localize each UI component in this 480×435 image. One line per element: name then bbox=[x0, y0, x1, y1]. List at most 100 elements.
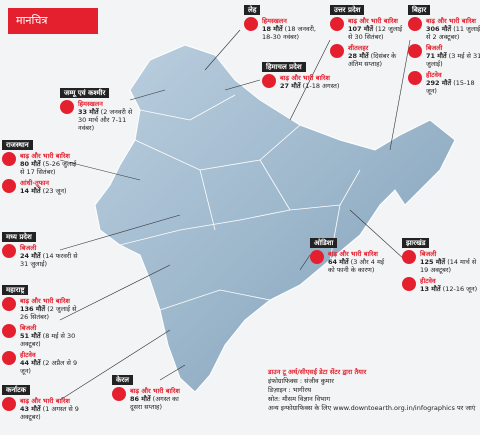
hazard-item: बाढ़ और भारी बारिश 86 मौतें (अगस्त का दूस… bbox=[112, 387, 190, 411]
hazard-type: बिजली bbox=[20, 244, 37, 252]
hazard-icon bbox=[330, 44, 344, 58]
credit-line: डाउन टू अर्थ/सीएसई डेटा सेंटर द्वारा तैय… bbox=[268, 368, 367, 376]
period: (11 जुलाई से 2 अक्टूबर) bbox=[426, 25, 480, 41]
period: (18 जनवरी, 18-30 नवंबर) bbox=[262, 25, 316, 41]
death-count: 24 मौतें bbox=[20, 252, 41, 260]
hazard-item: बाढ़ और भारी बारिश 43 मौतें (1 अगस्त से 9… bbox=[2, 397, 80, 421]
period: (1-18 अगस्त) bbox=[302, 82, 340, 90]
hazard-type: बाढ़ और भारी बारिश bbox=[280, 74, 330, 82]
state-name: उत्तर प्रदेश bbox=[330, 5, 365, 15]
state-name: लेह bbox=[244, 5, 261, 15]
hazard-item: शीतलहर 28 मौतें (दिसंबर के अंतिम सप्ताह) bbox=[330, 44, 408, 68]
hazard-type: हिमस्खलन bbox=[262, 17, 287, 25]
hazard-type: बाढ़ और भारी बारिश bbox=[20, 297, 70, 305]
credit-line: स्रोत: मौसम विज्ञान विभाग bbox=[268, 395, 331, 403]
death-count: 51 मौतें bbox=[20, 332, 41, 340]
period: (15-18 जून) bbox=[426, 79, 475, 95]
region-callout: लेह हिमस्खलन 18 मौतें (18 जनवरी, 18-30 नवं… bbox=[244, 5, 322, 44]
death-count: 27 मौतें bbox=[280, 82, 301, 90]
state-name: मध्य प्रदेश bbox=[2, 232, 36, 242]
hazard-icon bbox=[402, 277, 416, 291]
hazard-item: हीटवेव 13 मौतें (12-16 जून) bbox=[402, 277, 480, 293]
state-name: जम्मू एवं कश्मीर bbox=[60, 88, 110, 98]
credit-line: अन्य इन्फोग्राफिक्स के लिए www.downtoear… bbox=[268, 404, 476, 412]
hazard-item: हीटवेव 44 मौतें (2 अप्रैल से 9 जून) bbox=[2, 351, 80, 375]
death-count: 33 मौतें bbox=[78, 108, 99, 116]
death-count: 107 मौतें bbox=[348, 25, 374, 33]
hazard-item: हिमस्खलन 18 मौतें (18 जनवरी, 18-30 नवंबर) bbox=[244, 17, 322, 41]
hazard-item: बाढ़ और भारी बारिश 136 मौतें (2 जुलाई से … bbox=[2, 297, 80, 321]
death-count: 64 मौतें bbox=[328, 258, 349, 266]
period: (5-26 जुलाई से 17 सितंबर) bbox=[20, 160, 77, 176]
death-count: 28 मौतें bbox=[348, 52, 369, 60]
hazard-icon bbox=[2, 297, 16, 311]
period: (23 जून) bbox=[42, 187, 67, 195]
hazard-item: बाढ़ और भारी बारिश 27 मौतें (1-18 अगस्त) bbox=[262, 74, 340, 90]
hazard-type: हीटवेव bbox=[20, 351, 36, 359]
hazard-type: हीटवेव bbox=[426, 71, 442, 79]
hazard-icon bbox=[310, 250, 324, 264]
region-callout: झारखंड बिजली 125 मौतें (14 मार्च से 19 अक्… bbox=[402, 238, 480, 296]
hazard-icon bbox=[2, 351, 16, 365]
hazard-icon bbox=[60, 100, 74, 114]
hazard-icon bbox=[2, 152, 16, 166]
hazard-type: हीटवेव bbox=[420, 277, 436, 285]
period: (2 जनवरी से 30 मार्च और 7-11 नवंबर) bbox=[78, 108, 133, 132]
hazard-type: बाढ़ और भारी बारिश bbox=[426, 17, 476, 25]
region-callout: ओडिशा बाढ़ और भारी बारिश 64 मौतें (3 और 4 … bbox=[310, 238, 388, 277]
hazard-item: बिजली 125 मौतें (14 मार्च से 19 अक्टूबर) bbox=[402, 250, 480, 274]
state-name: राजस्थान bbox=[2, 140, 33, 150]
hazard-type: बिजली bbox=[20, 324, 37, 332]
region-callout: केरल बाढ़ और भारी बारिश 86 मौतें (अगस्त का… bbox=[112, 375, 190, 414]
hazard-icon bbox=[330, 17, 344, 31]
hazard-icon bbox=[2, 324, 16, 338]
hazard-type: बाढ़ और भारी बारिश bbox=[20, 397, 70, 405]
country-shape bbox=[94, 44, 456, 393]
state-name: बिहार bbox=[408, 5, 431, 15]
period: (12 जुलाई से 30 सितंबर) bbox=[348, 25, 403, 41]
state-name: ओडिशा bbox=[310, 238, 338, 248]
period: (14 फरवरी से 31 जुलाई) bbox=[20, 252, 78, 268]
region-callout: जम्मू एवं कश्मीर हिमस्खलन 33 मौतें (2 जनवर… bbox=[60, 88, 138, 135]
death-count: 292 मौतें bbox=[426, 79, 452, 87]
region-callout: महाराष्ट्र बाढ़ और भारी बारिश 136 मौतें (2… bbox=[2, 285, 80, 378]
death-count: 44 मौतें bbox=[20, 359, 41, 367]
hazard-icon bbox=[408, 71, 422, 85]
hazard-type: बाढ़ और भारी बारिश bbox=[328, 250, 378, 258]
state-name: केरल bbox=[112, 375, 133, 385]
region-callout: बिहार बाढ़ और भारी बारिश 306 मौतें (11 जुल… bbox=[408, 5, 480, 98]
death-count: 86 मौतें bbox=[130, 395, 151, 403]
hazard-item: बाढ़ और भारी बारिश 64 मौतें (3 और 4 मई को… bbox=[310, 250, 388, 274]
hazard-icon bbox=[2, 397, 16, 411]
death-count: 71 मौतें bbox=[426, 52, 447, 60]
hazard-type: हिमस्खलन bbox=[78, 100, 103, 108]
state-name: झारखंड bbox=[402, 238, 430, 248]
credit-line: इंफोग्राफिक्स : संजीव कुमार bbox=[268, 377, 334, 385]
region-callout: मध्य प्रदेश बिजली 24 मौतें (14 फरवरी से 31… bbox=[2, 232, 80, 271]
period: (दिसंबर के अंतिम सप्ताह) bbox=[348, 52, 397, 68]
hazard-icon bbox=[112, 387, 126, 401]
hazard-item: बिजली 71 मौतें (3 मई से 31 जुलाई) bbox=[408, 44, 480, 68]
hazard-icon bbox=[408, 44, 422, 58]
hazard-icon bbox=[408, 17, 422, 31]
region-callout: हिमाचल प्रदेश बाढ़ और भारी बारिश 27 मौतें … bbox=[262, 62, 340, 93]
state-name: कर्नाटक bbox=[2, 385, 30, 395]
hazard-type: बाढ़ और भारी बारिश bbox=[130, 387, 180, 395]
period: (अगस्त का दूसरा सप्ताह) bbox=[130, 395, 179, 411]
period: (1 अगस्त से 9 अक्टूबर) bbox=[20, 405, 79, 421]
hazard-type: बाढ़ और भारी बारिश bbox=[348, 17, 398, 25]
hazard-item: बाढ़ और भारी बारिश 107 मौतें (12 जुलाई से… bbox=[330, 17, 408, 41]
hazard-item: बिजली 51 मौतें (8 मई से 30 अक्टूबर) bbox=[2, 324, 80, 348]
period: (3 मई से 31 जुलाई) bbox=[426, 52, 480, 68]
leader-lines bbox=[59, 29, 411, 401]
death-count: 18 मौतें bbox=[262, 25, 283, 33]
hazard-item: हिमस्खलन 33 मौतें (2 जनवरी से 30 मार्च और… bbox=[60, 100, 138, 132]
state-name: हिमाचल प्रदेश bbox=[262, 62, 306, 72]
hazard-type: बिजली bbox=[426, 44, 443, 52]
hazard-icon bbox=[244, 17, 258, 31]
period: (8 मई से 30 अक्टूबर) bbox=[20, 332, 76, 348]
hazard-type: बिजली bbox=[420, 250, 437, 258]
hazard-item: हीटवेव 292 मौतें (15-18 जून) bbox=[408, 71, 480, 95]
